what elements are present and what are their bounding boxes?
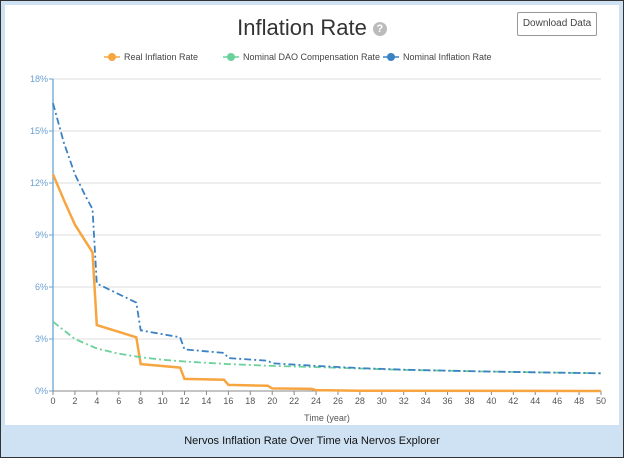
x-tick-label: 48 [574,396,584,406]
x-tick-label: 36 [443,396,453,406]
x-tick-label: 10 [158,396,168,406]
legend-marker [227,53,235,61]
x-tick-label: 0 [50,396,55,406]
x-tick-label: 2 [72,396,77,406]
x-axis-label: Time (year) [304,413,350,423]
y-tick-label: 0% [35,386,48,396]
y-tick-label: 18% [30,74,48,84]
legend-marker [387,53,395,61]
x-tick-label: 30 [377,396,387,406]
y-tick-label: 9% [35,230,48,240]
x-tick-label: 26 [333,396,343,406]
x-tick-label: 46 [552,396,562,406]
y-tick-label: 6% [35,282,48,292]
series-line-1 [52,320,602,375]
x-tick-label: 44 [530,396,540,406]
chart-title-row: Inflation Rate? [5,15,619,41]
question-circle-icon[interactable]: ? [372,22,387,36]
figure-caption: Nervos Inflation Rate Over Time via Nerv… [184,435,440,447]
x-tick-label: 14 [201,396,211,406]
x-tick-label: 22 [289,396,299,406]
x-tick-label: 6 [116,396,121,406]
x-tick-label: 34 [421,396,431,406]
series-line-2 [52,103,602,375]
x-tick-label: 42 [508,396,518,406]
x-tick-label: 40 [486,396,496,406]
legend-label: Nominal Inflation Rate [403,52,492,62]
y-tick-label: 3% [35,334,48,344]
x-tick-label: 38 [464,396,474,406]
y-tick-label: 15% [30,126,48,136]
x-tick-label: 20 [267,396,277,406]
x-tick-label: 18 [245,396,255,406]
x-tick-label: 32 [399,396,409,406]
legend-label: Nominal DAO Compensation Rate [243,52,380,62]
x-tick-label: 12 [180,396,190,406]
chart-panel: Inflation Rate? Download Data [5,5,619,425]
legend-label: Real Inflation Rate [124,52,198,62]
x-tick-label: 50 [596,396,606,406]
chart-title: Inflation Rate [237,15,367,40]
x-tick-label: 4 [94,396,99,406]
legend-marker [108,53,116,61]
x-tick-label: 28 [355,396,365,406]
x-tick-label: 8 [138,396,143,406]
series-line-0 [51,173,602,393]
y-tick-label: 12% [30,178,48,188]
x-tick-label: 24 [311,396,321,406]
inflation-chart: 0%3%6%9%12%15%18%0 2 4 6 8 10 12 14 16 18 20 22 24 26… [30,52,606,423]
download-data-button[interactable]: Download Data [517,12,597,36]
x-tick-label: 16 [223,396,233,406]
